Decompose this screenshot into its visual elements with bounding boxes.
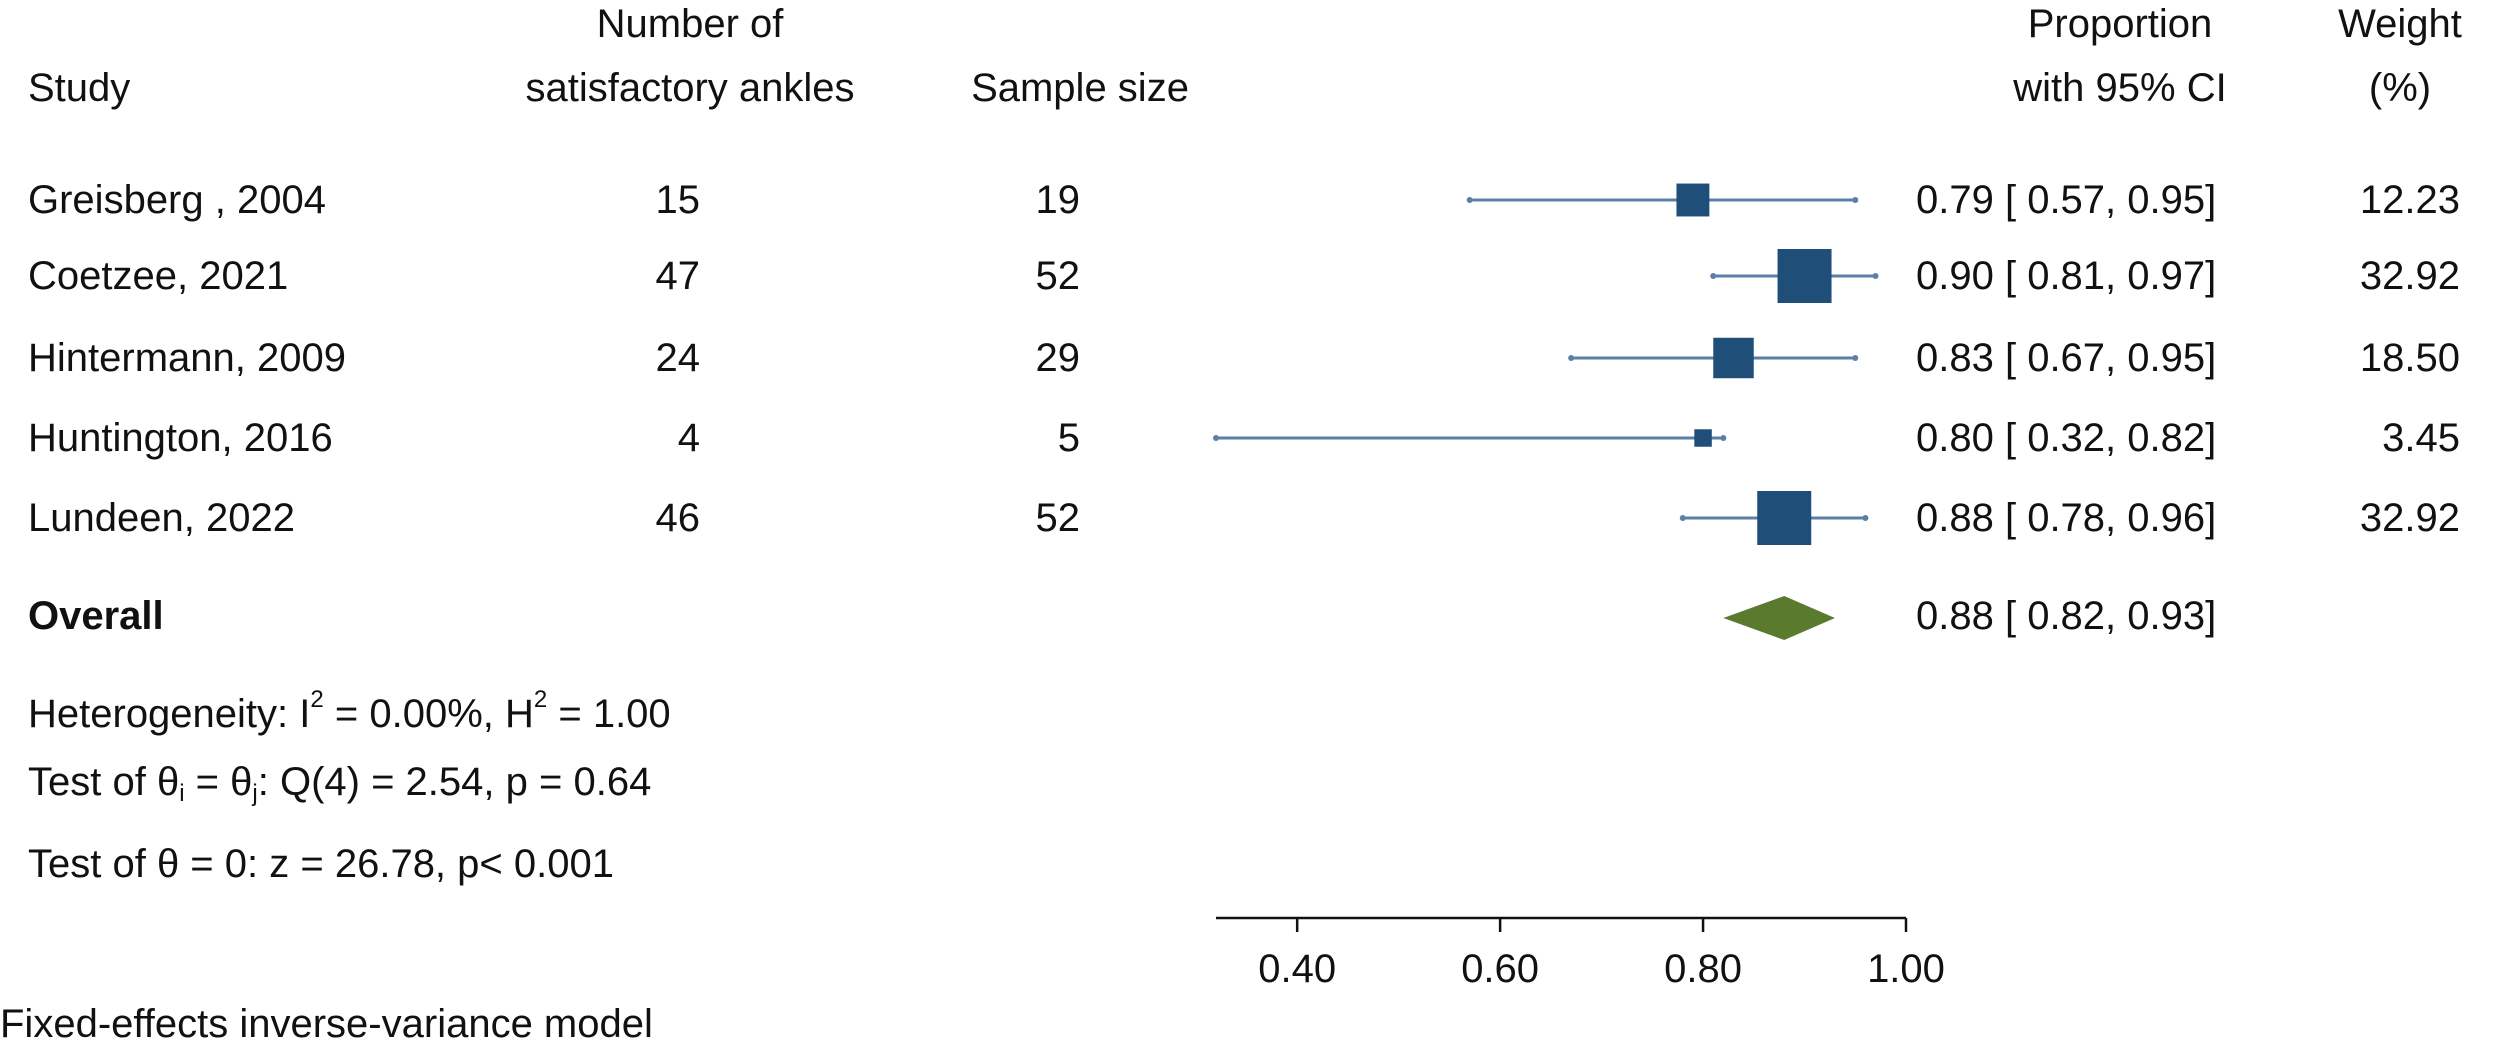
study-name: Greisberg , 2004 (28, 178, 326, 222)
header-weight-line2: (%) (2368, 66, 2432, 110)
ci-text: 0.88 [ 0.78, 0.96] (1916, 496, 2217, 540)
ci-end-cap (1852, 197, 1859, 203)
header-study: Study (28, 66, 131, 110)
effect-test-text: Test of θ = 0: z = 26.78, p< 0.001 (28, 842, 614, 886)
header-number-line2: satisfactory ankles (525, 66, 855, 110)
heterogeneity-text: Heterogeneity: I2 = 0.00%, H2 = 1.00 (28, 686, 671, 736)
study-marker (1676, 183, 1710, 217)
x-tick-label: 1.00 (1867, 947, 1945, 991)
header-sample-size: Sample size (971, 66, 1189, 110)
ci-end-cap (1872, 273, 1879, 279)
weight-value: 32.92 (2359, 254, 2460, 298)
study-marker (1777, 249, 1832, 303)
study-name: Coetzee, 2021 (28, 254, 289, 298)
satisfactory-count: 46 (655, 496, 701, 540)
header-proportion-line1: Proportion (2027, 2, 2213, 46)
ci-text: 0.90 [ 0.81, 0.97] (1916, 254, 2217, 298)
ci-text: 0.79 [ 0.57, 0.95] (1916, 178, 2217, 222)
sample-size: 52 (1035, 254, 1081, 298)
x-tick-label: 0.80 (1664, 947, 1742, 991)
x-tick-label: 0.60 (1461, 947, 1539, 991)
ci-end-cap (1466, 197, 1473, 203)
study-marker (1713, 337, 1754, 379)
ci-end-cap (1862, 515, 1869, 521)
weight-value: 3.45 (2382, 416, 2460, 460)
sample-size: 29 (1035, 336, 1081, 380)
satisfactory-count: 24 (655, 336, 701, 380)
ci-text: 0.80 [ 0.32, 0.82] (1916, 416, 2217, 460)
header-weight-line1: Weight (2338, 2, 2462, 46)
study-name: Huntington, 2016 (28, 416, 333, 460)
ci-end-cap (1720, 435, 1727, 441)
ci-end-cap (1852, 355, 1859, 361)
study-marker (1757, 491, 1812, 545)
weight-value: 18.50 (2359, 336, 2460, 380)
satisfactory-count: 15 (655, 178, 701, 222)
ci-text: 0.83 [ 0.67, 0.95] (1916, 336, 2217, 380)
weight-value: 32.92 (2359, 496, 2460, 540)
weight-value: 12.23 (2359, 178, 2460, 222)
header-number-line1: Number of (596, 2, 784, 46)
homogeneity-test-text: Test of θi = θj: Q(4) = 2.54, p = 0.64 (28, 760, 652, 807)
satisfactory-count: 4 (677, 416, 700, 460)
header-proportion-line2: with 95% CI (2013, 66, 2227, 110)
x-tick-label: 0.40 (1258, 947, 1336, 991)
sample-size: 19 (1035, 178, 1081, 222)
satisfactory-count: 47 (655, 254, 701, 298)
overall-ci-text: 0.88 [ 0.82, 0.93] (1916, 594, 2217, 638)
ci-end-cap (1568, 355, 1575, 361)
ci-end-cap (1679, 515, 1686, 521)
ci-end-cap (1710, 273, 1717, 279)
overall-label: Overall (28, 594, 164, 638)
overall-diamond (1723, 596, 1835, 640)
sample-size: 52 (1035, 496, 1081, 540)
ci-end-cap (1213, 435, 1219, 441)
sample-size: 5 (1057, 416, 1080, 460)
study-name: Lundeen, 2022 (28, 496, 295, 540)
study-name: Hintermann, 2009 (28, 336, 346, 380)
study-marker (1694, 429, 1712, 447)
model-footnote: Fixed-effects inverse-variance model (0, 1002, 653, 1046)
